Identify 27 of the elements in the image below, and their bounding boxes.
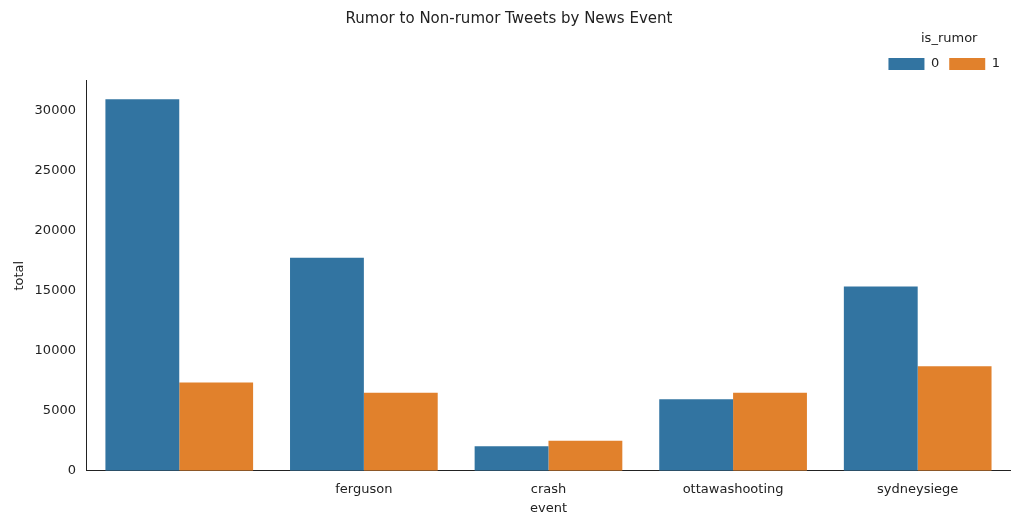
legend-label: 1 [991,55,1001,71]
legend-label: 0 [930,55,940,71]
bar [179,382,254,471]
bar [733,392,807,471]
bar [659,399,734,471]
y-tick-label: 25000 [34,162,76,178]
bar [105,99,180,471]
bar [843,286,918,471]
y-tick-label: 15000 [34,282,76,298]
bar [548,440,623,471]
bar [290,257,364,471]
bar [917,366,992,471]
y-tick-label: 20000 [34,222,76,238]
y-tick-label: 10000 [34,342,76,358]
x-tick-label: sydneysiege [877,480,959,496]
x-tick-label: crash [530,480,567,496]
x-tick-label: ottawashooting [682,480,784,496]
y-tick-label: 0 [67,462,76,478]
legend-title: is_rumor [921,29,979,45]
x-axis-title: event [529,499,567,515]
chart-title: Rumor to Non-rumor Tweets by News Event [345,8,673,27]
bar [474,446,549,471]
x-tick-label: ferguson [335,480,393,496]
y-axis-title: total [11,260,27,291]
y-tick-label: 30000 [34,101,76,117]
y-tick-label: 5000 [42,402,76,418]
bar [363,392,438,471]
